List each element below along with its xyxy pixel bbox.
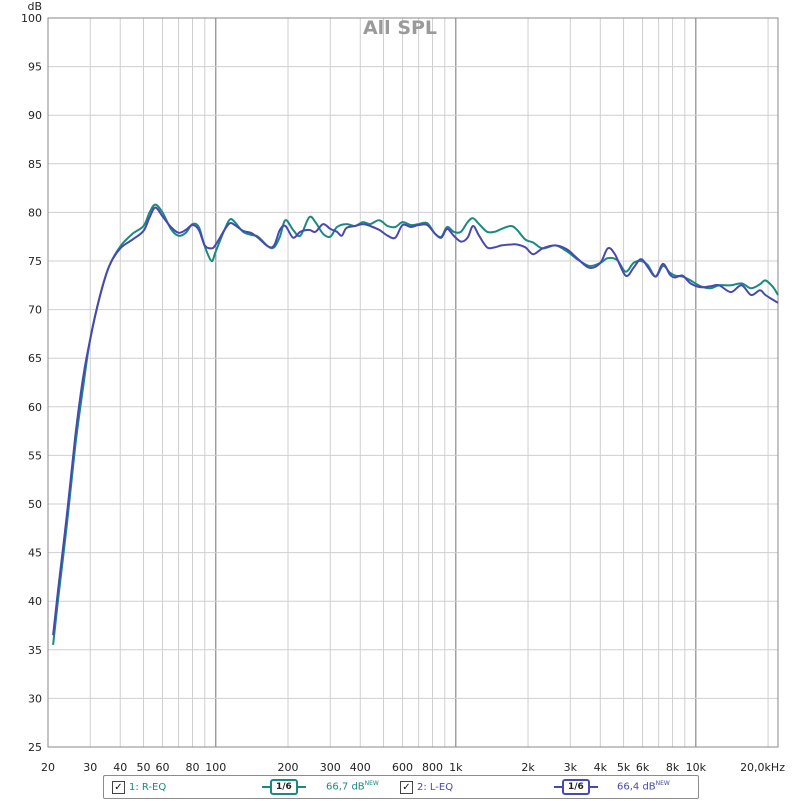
x-tick-label: 3k [564,761,578,774]
r-eq-level-value: 66,7 dB [326,781,365,793]
x-tick-label: 6k [636,761,650,774]
x-tick-label: 4k [594,761,608,774]
x-tick-label: 200 [278,761,299,774]
y-tick-label: 25 [28,741,42,754]
x-tick-label: 60 [156,761,170,774]
y-tick-label: 75 [28,255,42,268]
y-tick-label: 40 [28,595,42,608]
r-eq-checkbox[interactable]: ✓ [112,780,125,794]
y-axis-ticks: 25 30 35 40 45 50 55 60 65 70 75 80 85 90 95 100 [21,12,42,754]
x-tick-label: 800 [422,761,443,774]
x-axis-ticks: 20 30 40 50 60 80 100 200 300 400 600 800 1k 2k 3k 4k 5k… [41,761,785,774]
l-eq-level-value: 66,4 dB [617,781,656,793]
series-line-r-eq [52,203,779,646]
l-eq-label: 2: L-EQ [417,781,454,793]
x-tick-label: 8k [666,761,680,774]
x-tick-label: 10k [686,761,707,774]
y-tick-label: 100 [21,12,42,25]
x-tick-label: 20 [41,761,55,774]
x-tick-label: 2k [521,761,535,774]
legend-item-r-eq[interactable]: ✓ 1: R-EQ [112,776,166,798]
y-tick-label: 95 [28,61,42,74]
r-eq-label: 1: R-EQ [129,781,167,793]
r-eq-new-badge: NEW [364,780,379,787]
chart-title: All SPL [363,17,437,39]
y-tick-label: 50 [28,498,42,511]
x-tick-label: 5k [617,761,631,774]
x-tick-label: 40 [113,761,127,774]
x-tick-label: 1k [449,761,463,774]
y-tick-label: 60 [28,401,42,414]
l-eq-smoothing-label: 1/6 [562,779,590,795]
y-tick-label: 80 [28,206,42,219]
plot-frame [47,17,779,748]
legend-item-l-eq[interactable]: ✓ 2: L-EQ [400,776,453,798]
y-tick-label: 55 [28,449,42,462]
series-line-l-eq [52,206,779,636]
r-eq-smoothing-label: 1/6 [270,779,298,795]
r-eq-smoothing-button[interactable]: 1/6 [262,779,306,795]
r-eq-level: 66,7 dBNEW [326,780,379,792]
x-tick-label: 80 [186,761,200,774]
x-tick-label: 600 [392,761,413,774]
y-tick-label: 35 [28,644,42,657]
series-lines [52,203,779,646]
x-tick-label: 100 [205,761,226,774]
y-tick-label: 45 [28,547,42,560]
y-tick-label: 30 [28,692,42,705]
x-tick-label: 50 [137,761,151,774]
l-eq-checkbox[interactable]: ✓ [400,780,413,794]
x-tick-label: 20,0kHz [740,761,785,774]
l-eq-new-badge: NEW [655,780,670,787]
y-axis-unit: dB [27,0,42,13]
y-tick-label: 65 [28,352,42,365]
x-tick-label: 400 [350,761,371,774]
x-tick-label: 300 [320,761,341,774]
legend-bar: ✓ 1: R-EQ 1/6 66,7 dBNEW ✓ 2: L-EQ 1/6 6… [103,775,699,799]
grid [47,17,778,748]
l-eq-level: 66,4 dBNEW [617,780,670,792]
l-eq-smoothing-button[interactable]: 1/6 [554,779,598,795]
x-tick-label: 30 [83,761,97,774]
y-tick-label: 85 [28,158,42,171]
y-tick-label: 70 [28,304,42,317]
y-tick-label: 90 [28,109,42,122]
